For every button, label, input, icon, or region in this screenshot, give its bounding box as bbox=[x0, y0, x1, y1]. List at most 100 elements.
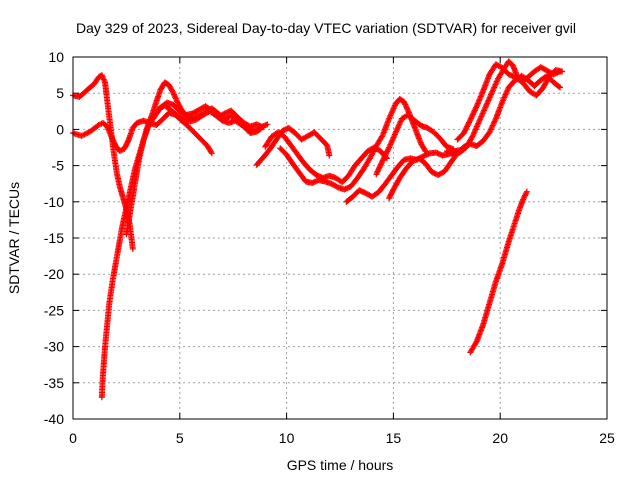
data-point bbox=[487, 127, 494, 134]
data-point bbox=[464, 122, 471, 129]
data-point bbox=[171, 92, 178, 99]
y-axis-label: SDTVAR / TECUs bbox=[6, 182, 22, 294]
x-tick-label: 0 bbox=[69, 430, 77, 446]
grid-lines bbox=[73, 57, 607, 419]
data-point bbox=[520, 195, 527, 202]
y-tick-label: -35 bbox=[44, 375, 64, 391]
data-point bbox=[466, 119, 473, 126]
data-point bbox=[208, 149, 215, 156]
data-point bbox=[521, 193, 528, 200]
data-point bbox=[170, 90, 177, 97]
data-point bbox=[462, 126, 469, 133]
data-point bbox=[402, 101, 409, 108]
data-point bbox=[471, 107, 478, 114]
data-point bbox=[382, 152, 389, 159]
data-point bbox=[462, 127, 469, 134]
data-point bbox=[403, 104, 410, 111]
data-point bbox=[381, 154, 388, 161]
data-point bbox=[375, 165, 382, 172]
data-point bbox=[491, 118, 498, 125]
series-track-6 bbox=[155, 102, 271, 134]
series-track-3 bbox=[70, 80, 98, 100]
data-point bbox=[382, 151, 389, 158]
x-tick-label: 10 bbox=[279, 430, 295, 446]
data-point bbox=[171, 91, 178, 98]
data-point bbox=[174, 98, 181, 105]
data-point bbox=[383, 149, 390, 156]
series-track-5 bbox=[123, 99, 267, 238]
data-point bbox=[373, 171, 380, 178]
x-tick-label: 20 bbox=[492, 430, 508, 446]
data-point bbox=[378, 160, 385, 167]
data-point bbox=[473, 104, 480, 111]
data-point bbox=[471, 108, 478, 115]
data-point bbox=[172, 94, 179, 101]
data-point bbox=[487, 126, 494, 133]
y-tick-label: -20 bbox=[44, 266, 64, 282]
plot-frame bbox=[72, 56, 608, 420]
data-point bbox=[373, 169, 380, 176]
data-point bbox=[467, 115, 474, 122]
data-point bbox=[461, 128, 468, 135]
data-point bbox=[421, 146, 428, 153]
series-track-9 bbox=[277, 95, 429, 193]
x-axis-label: GPS time / hours bbox=[287, 457, 394, 473]
data-point bbox=[172, 95, 179, 102]
data-point bbox=[378, 133, 385, 140]
data-point bbox=[450, 145, 457, 152]
y-tick-label: 10 bbox=[48, 49, 64, 65]
series-track-11 bbox=[373, 111, 457, 178]
data-point bbox=[91, 80, 98, 87]
data-point bbox=[379, 158, 386, 165]
data-point bbox=[472, 339, 479, 346]
y-tick-label: -40 bbox=[44, 411, 64, 427]
data-point bbox=[557, 68, 564, 75]
data-point bbox=[379, 157, 386, 164]
data-point bbox=[521, 192, 528, 199]
data-point bbox=[557, 84, 564, 91]
data-point bbox=[489, 122, 496, 129]
data-point bbox=[491, 119, 498, 126]
data-point bbox=[468, 114, 475, 121]
data-point bbox=[374, 168, 381, 175]
data-point bbox=[384, 148, 391, 155]
data-point bbox=[381, 153, 388, 160]
data-point bbox=[464, 123, 471, 130]
data-point bbox=[129, 245, 136, 252]
data-point bbox=[492, 116, 499, 123]
y-tick-label: -25 bbox=[44, 302, 64, 318]
data-point bbox=[377, 161, 384, 168]
data-point bbox=[401, 98, 408, 105]
data-point bbox=[169, 88, 176, 95]
data-point bbox=[490, 121, 497, 128]
y-tick-label: -15 bbox=[44, 230, 64, 246]
data-point bbox=[469, 112, 476, 119]
data-point bbox=[467, 116, 474, 123]
data-point bbox=[488, 125, 495, 132]
x-tick-label: 25 bbox=[599, 430, 615, 446]
data-point bbox=[208, 150, 215, 157]
series-track-14 bbox=[454, 61, 564, 143]
data-point bbox=[523, 189, 530, 196]
data-point bbox=[489, 123, 496, 130]
data-point bbox=[326, 152, 333, 159]
data-point bbox=[401, 100, 408, 107]
data-point bbox=[404, 106, 411, 113]
y-tick-label: -10 bbox=[44, 194, 64, 210]
data-point bbox=[469, 111, 476, 118]
data-point bbox=[377, 163, 384, 170]
data-point bbox=[404, 105, 411, 112]
x-tick-label: 5 bbox=[176, 430, 184, 446]
data-point bbox=[375, 167, 382, 174]
data-point bbox=[380, 156, 387, 163]
x-tick-label: 15 bbox=[386, 430, 402, 446]
data-point bbox=[522, 191, 529, 198]
tick-labels: 0 5 10 15 20 25 -40 -35 -30 -25 -20 -15 -10 -5 0 5 10 bbox=[44, 49, 615, 446]
data-point bbox=[385, 145, 392, 152]
data-point bbox=[486, 129, 493, 136]
data-point bbox=[173, 96, 180, 103]
y-tick-label: -5 bbox=[52, 158, 65, 174]
data-point bbox=[463, 124, 470, 131]
data-point bbox=[472, 105, 479, 112]
